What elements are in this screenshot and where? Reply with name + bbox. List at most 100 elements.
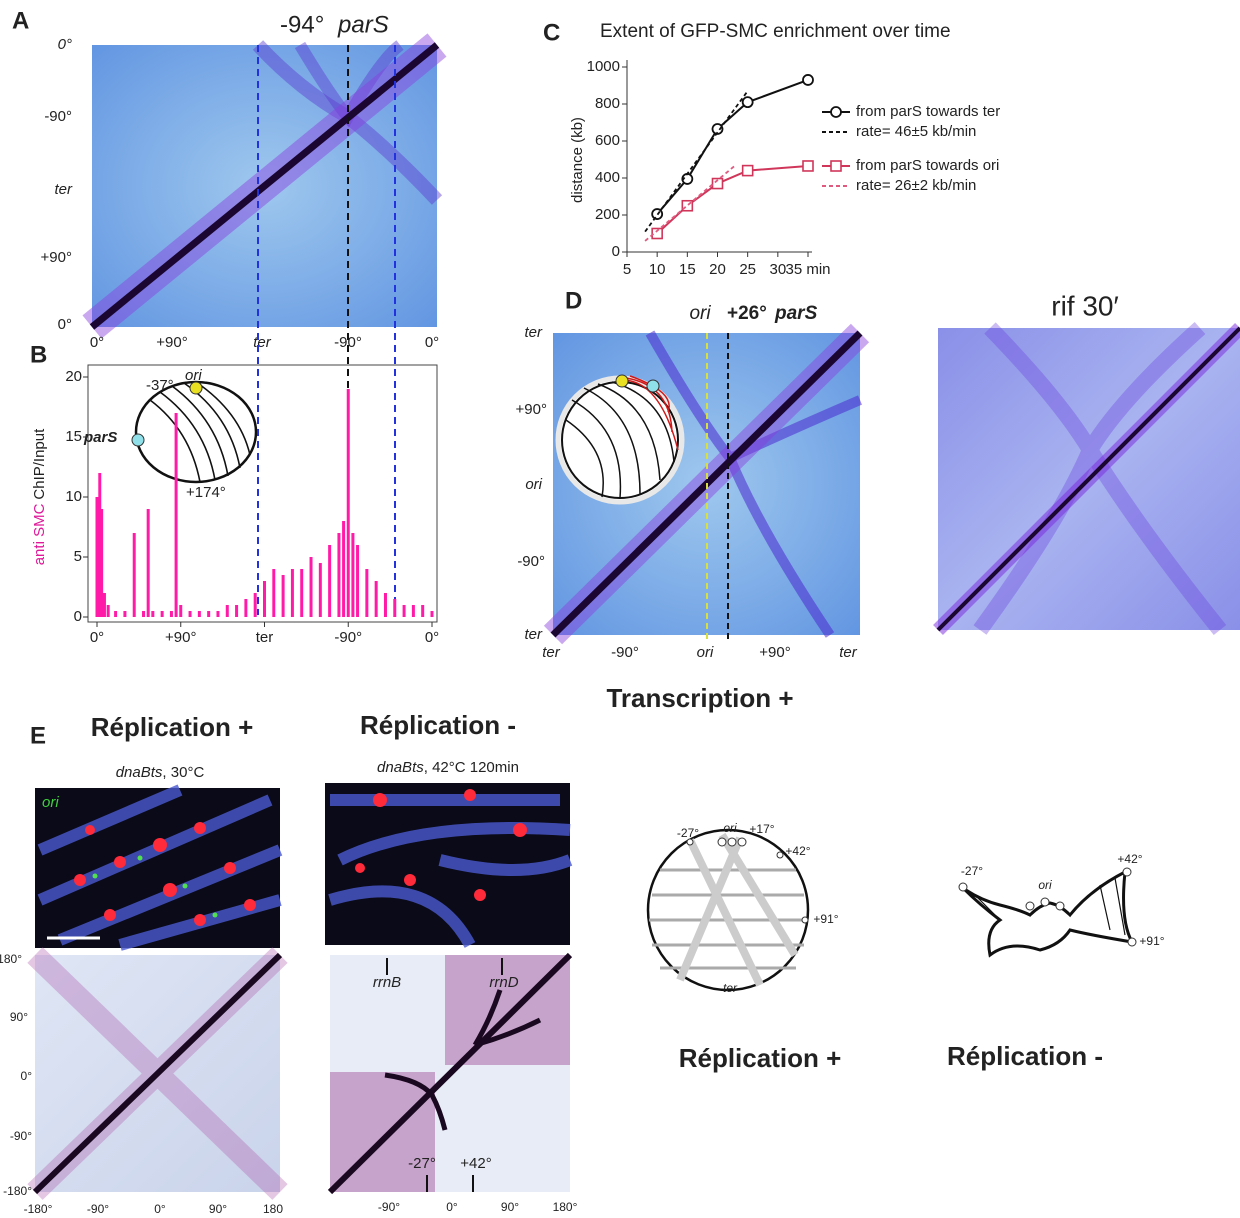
x-label: -90° (611, 644, 639, 661)
inset-label: parS (83, 429, 117, 446)
panel-label: D (565, 287, 582, 314)
x-label: ter (839, 644, 858, 661)
title-site: parS (337, 11, 389, 38)
model-label: +17° (749, 822, 774, 836)
y-axis-label: anti SMCChIP/Input (31, 428, 48, 565)
model-label: +42° (1117, 852, 1142, 866)
panel-label: B (30, 341, 47, 368)
model-label: ori (723, 821, 737, 835)
x-label: 180° (553, 1200, 578, 1214)
x-label: +90° (156, 334, 187, 351)
marker (802, 160, 814, 172)
x-label: -90° (378, 1200, 400, 1214)
y-label: -180° (3, 1184, 32, 1198)
y-label: ter (54, 181, 73, 198)
x-tick-label: 25 (739, 261, 756, 278)
y-label: 0° (21, 1069, 33, 1083)
x-tick-label: -90° (334, 629, 362, 646)
x-tick-label: +90° (165, 629, 196, 646)
caption: Transcription + (606, 683, 793, 713)
marker (681, 199, 694, 212)
x-tick-label: 0° (90, 629, 104, 646)
title-site: parS (774, 303, 818, 324)
legend-label: rate= 26±2 kb/min (856, 177, 976, 194)
caption: Réplication + (679, 1043, 842, 1073)
marker (711, 177, 724, 190)
y-label: -90° (10, 1129, 32, 1143)
y-tick-label: 5 (74, 548, 82, 565)
panel-label: C (543, 19, 560, 46)
y-tick-label: 20 (65, 368, 82, 385)
title-angle: -94° (280, 11, 324, 38)
condition: dnaBts, 30°C (116, 764, 205, 781)
x-label: 90° (209, 1202, 227, 1216)
panel-label: E (30, 722, 46, 749)
legend-label: rate= 46±5 kb/min (856, 123, 976, 140)
marker (802, 74, 814, 86)
y-axis-label: distance (kb) (569, 117, 586, 203)
y-label: -90° (44, 108, 72, 125)
x-label: ter (542, 644, 561, 661)
x-label: 90° (501, 1200, 519, 1214)
model-label: +91° (1139, 934, 1164, 948)
site-label: +42° (460, 1155, 491, 1172)
y-tick-label: 800 (595, 95, 620, 112)
x-label: 0° (90, 334, 104, 351)
butterfly-model (958, 867, 1137, 958)
x-label: 0° (425, 334, 439, 351)
x-tick-label: 15 (679, 261, 696, 278)
x-label: +90° (759, 644, 790, 661)
ori-label: ori (42, 794, 59, 811)
model-label: +91° (813, 912, 838, 926)
x-tick-label: ter (256, 629, 274, 646)
rrn-label: rrnD (489, 974, 518, 991)
caption: Réplication - (947, 1041, 1103, 1071)
y-tick-label: 15 (65, 428, 82, 445)
x-label: 0° (446, 1200, 458, 1214)
y-label: +90° (516, 401, 547, 418)
y-tick-label: 0 (74, 608, 82, 625)
y-label: ori (525, 476, 542, 493)
marker (711, 123, 724, 135)
heatmap-d (543, 323, 870, 645)
x-tick-label: 10 (649, 261, 666, 278)
legend-label: from parS towards ori (856, 157, 999, 174)
y-label: 180° (0, 952, 22, 966)
x-tick-label: 30 (769, 261, 786, 278)
rrn-label: rrnB (373, 974, 401, 991)
series-line (656, 79, 809, 215)
y-label: -90° (517, 553, 545, 570)
heatmap-a (82, 33, 447, 339)
chromosome-inset (131, 380, 258, 484)
x-tick-label: 35 min (785, 261, 830, 278)
model-label: -27° (961, 864, 983, 878)
heatmap-e (27, 947, 573, 1200)
x-tick-label: 5 (623, 261, 631, 278)
plot-frame (87, 364, 438, 623)
model-label: -27° (677, 826, 699, 840)
x-label: -90° (87, 1202, 109, 1216)
y-tick-label: 0 (612, 243, 620, 260)
y-tick-label: 200 (595, 206, 620, 223)
site-label: -27° (408, 1155, 436, 1172)
x-label: -180° (24, 1202, 53, 1216)
condition: dnaBts, 42°C 120min (377, 759, 519, 776)
x-tick-label: 20 (709, 261, 726, 278)
inset-label: +174° (186, 484, 226, 501)
y-tick-label: 400 (595, 169, 620, 186)
marker (741, 96, 754, 109)
y-tick-label: 10 (65, 488, 82, 505)
series-line (656, 164, 809, 235)
legend-marker (830, 160, 842, 172)
sphere-model (646, 828, 810, 992)
legend-marker (830, 106, 842, 118)
panel-title: Réplication + (91, 712, 254, 742)
model-label: ter (723, 981, 738, 995)
legend-label: from parS towards ter (856, 103, 1000, 120)
x-label: ter (253, 334, 272, 351)
y-label: 0° (58, 316, 72, 333)
model-label: ori (1038, 878, 1052, 892)
series-line (644, 90, 749, 233)
marker (651, 227, 663, 240)
